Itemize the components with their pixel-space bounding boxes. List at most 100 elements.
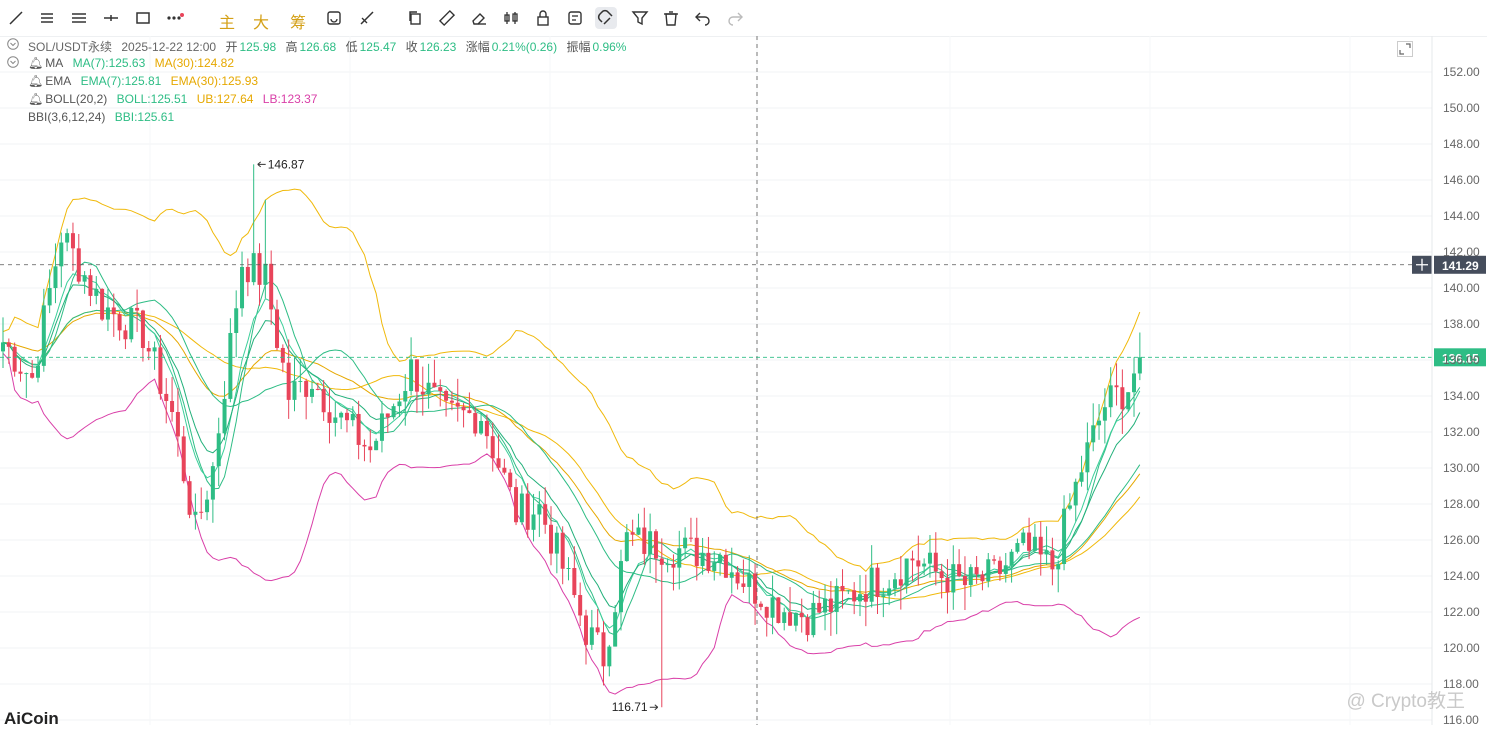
candle-down xyxy=(385,413,390,433)
bell-icon[interactable]: 🔔︎ xyxy=(28,92,44,106)
candle-up xyxy=(391,403,396,420)
candle-down xyxy=(490,422,495,472)
more-tools-icon[interactable] xyxy=(166,9,184,27)
eraser-icon[interactable] xyxy=(470,9,488,27)
candle-down xyxy=(939,563,944,599)
candle-body xyxy=(24,373,29,375)
candle-down xyxy=(694,517,699,581)
ema-indicator[interactable]: 🔔︎ EMA EMA(7):125.81 EMA(30):125.93 xyxy=(28,74,264,88)
collapse-icon[interactable] xyxy=(7,56,19,68)
collapse-icon[interactable] xyxy=(7,38,19,50)
candle-body xyxy=(362,444,367,447)
watermark: @ Crypto教王 xyxy=(1346,691,1465,712)
bbi-indicator[interactable]: BBI(3,6,12,24) BBI:125.61 xyxy=(28,110,180,124)
high-marker: 146.87 xyxy=(268,157,305,171)
price-tick: 148.00 xyxy=(1443,137,1480,151)
boll-value: BOLL:125.51 xyxy=(116,92,188,106)
candle-body xyxy=(706,552,711,571)
expand-icon[interactable] xyxy=(1397,41,1413,57)
bell-icon[interactable]: 🔔︎ xyxy=(28,74,44,88)
candle-body xyxy=(729,572,734,578)
candle-body xyxy=(992,559,997,561)
candle-down xyxy=(828,581,833,636)
ma-indicator[interactable]: 🔔︎ MA MA(7):125.63 MA(30):124.82 xyxy=(28,56,240,70)
drawing-toolbar: 主 大 筹 xyxy=(0,0,1487,37)
candle-up xyxy=(1032,523,1037,553)
candle-up xyxy=(811,590,816,638)
price-tick: 124.00 xyxy=(1443,569,1480,583)
candle-body xyxy=(1015,543,1020,552)
big-trade-toggle[interactable]: 大 xyxy=(253,15,270,32)
horizontal-segment-icon[interactable] xyxy=(102,9,120,27)
refresh-icon[interactable] xyxy=(325,9,343,27)
undo-icon[interactable] xyxy=(694,9,712,27)
candle-up xyxy=(374,438,379,451)
candle-body xyxy=(671,564,676,568)
candle-up xyxy=(613,605,618,647)
lock-icon[interactable] xyxy=(534,9,552,27)
candle-up xyxy=(82,271,87,294)
main-chart-toggle[interactable]: 主 xyxy=(219,15,236,32)
candle-down xyxy=(199,487,204,520)
ma7-line xyxy=(2,261,1141,636)
high-label: 高 xyxy=(285,40,298,54)
candle-body xyxy=(782,612,787,623)
candle-body xyxy=(53,266,58,289)
candle-body xyxy=(677,548,682,568)
trend-line-icon[interactable] xyxy=(7,9,25,27)
candle-body xyxy=(793,612,798,626)
candle-body xyxy=(758,603,763,607)
candle-body xyxy=(47,288,52,306)
candle-down xyxy=(496,434,501,470)
magnet-icon[interactable] xyxy=(595,7,617,29)
candle-body xyxy=(111,307,116,315)
symbol-label[interactable]: SOL/USDT永续 xyxy=(28,40,113,54)
candle-up xyxy=(1102,388,1107,444)
filter-icon[interactable] xyxy=(631,9,649,27)
parallel-lines-icon[interactable] xyxy=(38,9,56,27)
redo-icon[interactable] xyxy=(726,9,744,27)
candle-body xyxy=(892,579,897,589)
measure-icon[interactable] xyxy=(358,9,376,27)
ruler-icon[interactable] xyxy=(438,9,456,27)
copy-icon[interactable] xyxy=(406,9,424,27)
boll-indicator[interactable]: 🔔︎ BOLL(20,2) BOLL:125.51 UB:127.64 LB:12… xyxy=(28,92,323,106)
candle-body xyxy=(356,413,361,445)
candle-body xyxy=(519,493,524,523)
candle-down xyxy=(70,222,75,271)
candle-body xyxy=(898,579,903,586)
chips-toggle[interactable]: 筹 xyxy=(290,15,307,32)
candle-down xyxy=(706,536,711,574)
candle-up xyxy=(951,545,956,610)
price-chart[interactable]: 141.29 136.15 146.87 116.71 152.00 150.00 148… xyxy=(0,36,1487,725)
candle-body xyxy=(234,308,239,333)
candle-body xyxy=(292,381,297,400)
candle-up xyxy=(94,276,99,305)
candle-body xyxy=(887,588,892,596)
amp-value: 0.96% xyxy=(592,40,627,54)
candle-down xyxy=(414,359,419,413)
candle-up xyxy=(1056,560,1061,593)
candle-down xyxy=(630,519,635,546)
candle-body xyxy=(618,561,623,613)
candle-body xyxy=(18,371,23,374)
candle-down xyxy=(723,548,728,578)
candle-down xyxy=(135,289,140,332)
candle-body xyxy=(613,612,618,647)
bell-icon[interactable]: 🔔︎ xyxy=(28,56,44,70)
note-icon[interactable] xyxy=(566,9,584,27)
candle-body xyxy=(309,388,314,397)
rectangle-icon[interactable] xyxy=(134,9,152,27)
candle-body xyxy=(723,554,728,578)
candle-body xyxy=(811,602,816,636)
candle-up xyxy=(1137,332,1142,381)
candle-down xyxy=(269,250,274,325)
horizontal-lines-icon[interactable] xyxy=(70,9,88,27)
candle-body xyxy=(659,558,664,565)
candle-down xyxy=(601,620,606,686)
candle-type-icon[interactable] xyxy=(502,9,520,27)
trash-icon[interactable] xyxy=(662,9,680,27)
candle-body xyxy=(537,504,542,515)
candle-body xyxy=(933,552,938,572)
candle-up xyxy=(927,534,932,578)
